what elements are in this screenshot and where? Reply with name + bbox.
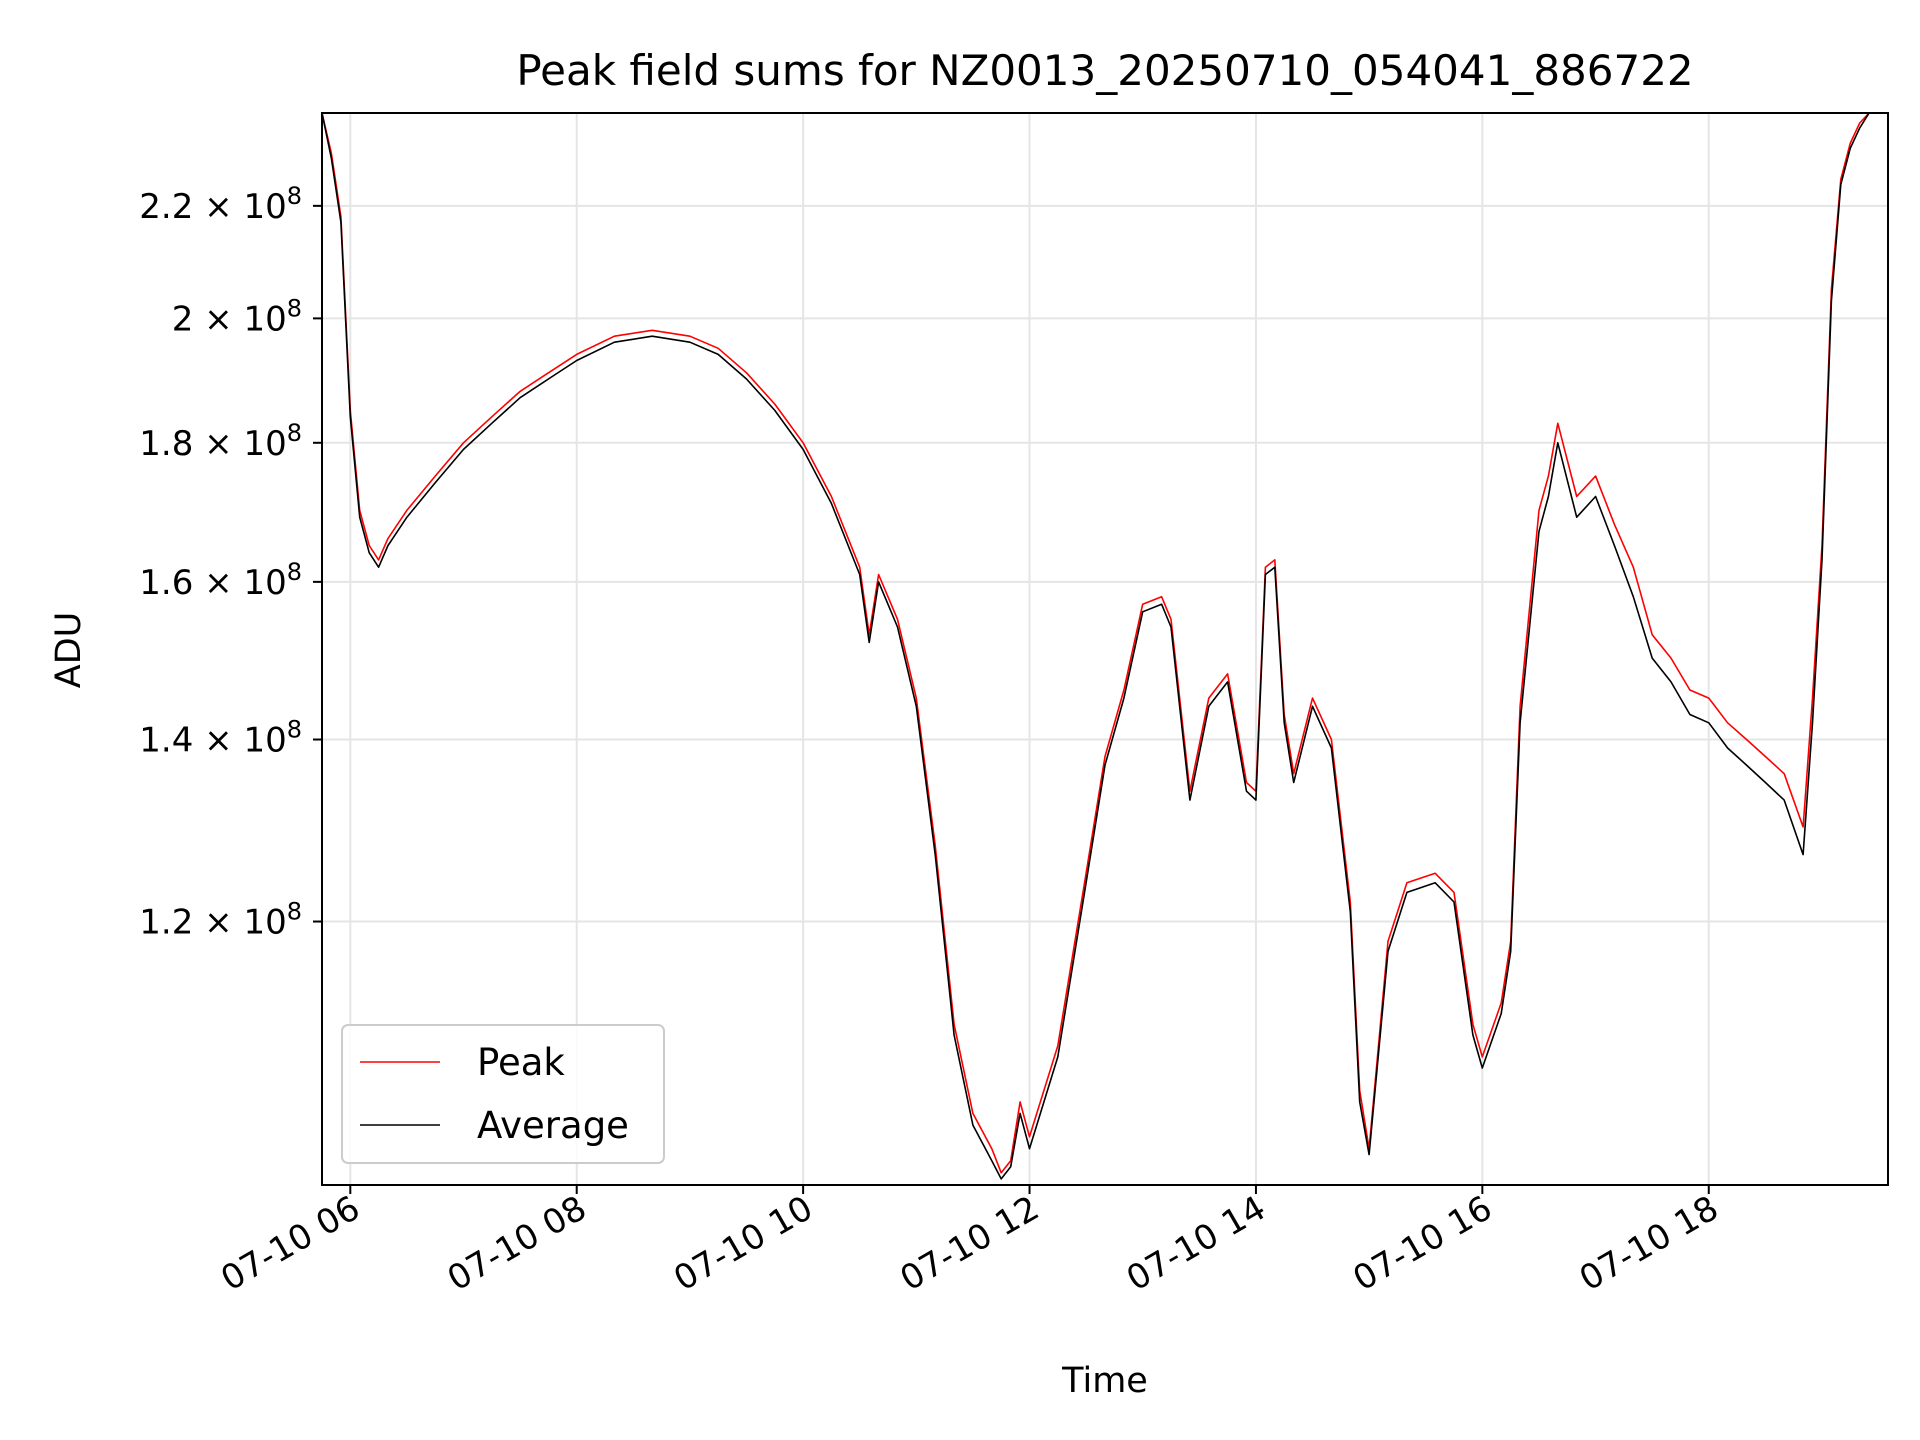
series-line-average bbox=[322, 113, 1888, 1180]
y-tick-times: × bbox=[193, 903, 243, 943]
y-tick-base: 10 bbox=[243, 424, 286, 464]
y-tick-mantissa: 2 bbox=[172, 299, 194, 339]
legend: Peak Average bbox=[341, 1024, 665, 1164]
y-tick-exponent: 8 bbox=[287, 558, 302, 586]
y-tick-exponent: 8 bbox=[287, 294, 302, 322]
legend-peak-label: Peak bbox=[477, 1041, 565, 1084]
y-tick-label: 2.2 × 108 bbox=[139, 182, 302, 227]
y-tick-exponent: 8 bbox=[287, 419, 302, 447]
y-tick-exponent: 8 bbox=[287, 182, 302, 210]
y-tick-mantissa: 1.8 bbox=[139, 424, 193, 464]
y-tick-label: 1.2 × 108 bbox=[139, 898, 302, 943]
plot-area-frame bbox=[321, 112, 1889, 1186]
y-tick-times: × bbox=[193, 721, 243, 761]
y-tick-mantissa: 1.2 bbox=[139, 903, 193, 943]
y-tick-exponent: 8 bbox=[287, 716, 302, 744]
chart-title: Peak field sums for NZ0013_20250710_0540… bbox=[516, 46, 1693, 95]
x-axis-title: Time bbox=[1061, 1361, 1148, 1401]
y-tick-label: 1.4 × 108 bbox=[139, 716, 302, 761]
series-layer bbox=[322, 113, 1888, 1180]
y-tick-times: × bbox=[193, 563, 243, 603]
y-tick-mantissa: 1.4 bbox=[139, 721, 193, 761]
y-axis-title: ADU bbox=[49, 612, 89, 689]
series-line-peak bbox=[322, 113, 1888, 1174]
y-tick-exponent: 8 bbox=[287, 898, 302, 926]
y-tick-mantissa: 2.2 bbox=[139, 187, 193, 227]
legend-average-label: Average bbox=[477, 1104, 629, 1147]
y-tick-label: 1.6 × 108 bbox=[139, 558, 302, 603]
y-tick-base: 10 bbox=[243, 187, 286, 227]
legend-box bbox=[341, 1024, 665, 1164]
y-tick-base: 10 bbox=[243, 721, 286, 761]
y-tick-base: 10 bbox=[243, 903, 286, 943]
y-tick-base: 10 bbox=[243, 299, 286, 339]
y-tick-base: 10 bbox=[243, 563, 286, 603]
y-tick-times: × bbox=[193, 299, 243, 339]
y-tick-label: 1.8 × 108 bbox=[139, 419, 302, 464]
y-tick-times: × bbox=[193, 424, 243, 464]
y-tick-mantissa: 1.6 bbox=[139, 563, 193, 603]
y-tick-label: 2 × 108 bbox=[172, 294, 302, 339]
y-tick-times: × bbox=[193, 187, 243, 227]
